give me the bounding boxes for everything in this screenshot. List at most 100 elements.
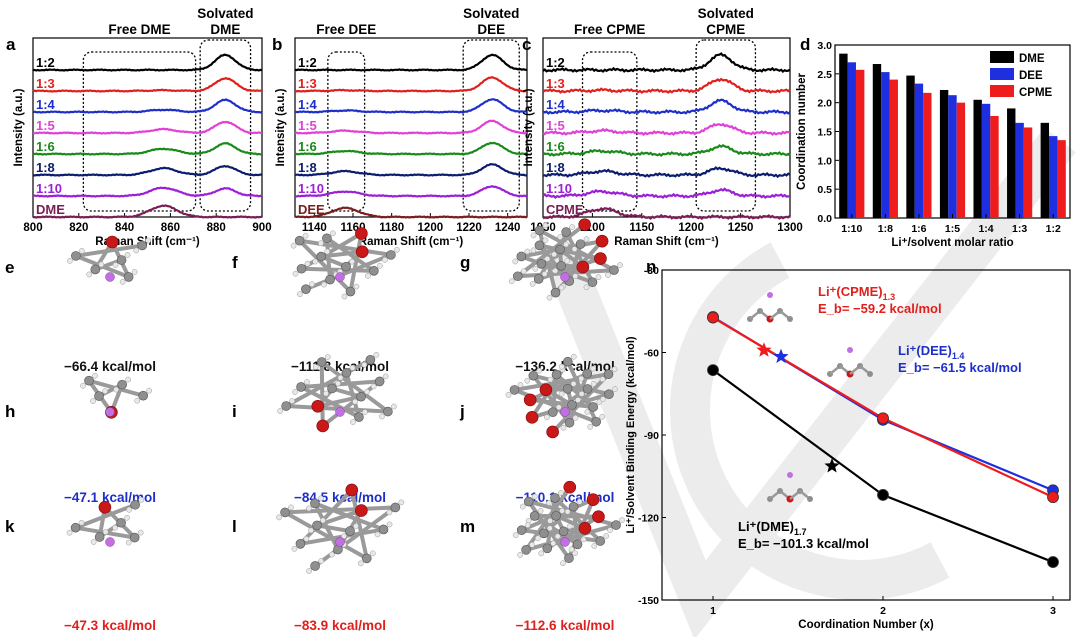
- hydrogen-atom: [277, 408, 283, 414]
- hydrogen-atom: [119, 279, 126, 285]
- hydrogen-atom: [547, 376, 554, 383]
- bar-ytick-label: 0.0: [817, 213, 832, 225]
- carbon-atom: [588, 402, 599, 412]
- molecule-model-e: [67, 235, 152, 285]
- hydrogen-atom: [80, 382, 86, 389]
- carbon-atom: [310, 561, 320, 571]
- carbon-atom: [71, 251, 81, 261]
- bond: [300, 231, 363, 271]
- hydrogen-atom: [532, 265, 539, 272]
- line-annotation-molecule: [747, 292, 793, 323]
- bar-ytick-label: 1.5: [817, 127, 832, 139]
- bond: [299, 238, 392, 257]
- carbon-atom: [296, 263, 307, 274]
- hydrogen-atom: [276, 514, 282, 521]
- hydrogen-atom: [583, 236, 590, 242]
- bar-DEE-1:10: [847, 62, 856, 218]
- hydrogen-atom: [349, 364, 356, 371]
- carbon-atom: [390, 502, 401, 513]
- bond: [298, 239, 352, 293]
- panel-c-trace-label: 1:5: [546, 118, 565, 133]
- hydrogen-atom: [524, 377, 531, 384]
- hydrogen-atom: [398, 499, 405, 506]
- bar-DEE-1:8: [881, 72, 890, 218]
- carbon-atom: [90, 264, 101, 275]
- carbon-atom: [516, 525, 527, 535]
- panel-b-solvated-label-line2: DEE: [477, 22, 505, 37]
- carbon-atom: [595, 536, 606, 546]
- bond: [564, 231, 595, 284]
- carbon-atom: [70, 522, 81, 533]
- panel-b-xlabel: Raman Shift (cm⁻¹): [359, 236, 464, 248]
- hydrogen-atom: [386, 509, 393, 516]
- panel-n-line-chart: n-30 -60 -90 -120 -150 1 2 3 Coordination Number…: [625, 257, 1071, 631]
- hydrogen-atom: [304, 379, 310, 385]
- molecule-model-j: [505, 353, 618, 439]
- bar-xtick-label: 1:4: [978, 223, 993, 235]
- bar-DEE-1:2: [1049, 136, 1058, 218]
- oxygen-atom: [355, 227, 368, 240]
- panel-c-axes-frame: [542, 37, 791, 218]
- bond: [75, 243, 143, 258]
- carbon-atom: [568, 501, 579, 512]
- hydrogen-atom: [560, 560, 566, 567]
- oxygen-atom: [563, 480, 577, 494]
- carbon-atom: [386, 250, 396, 260]
- hydrogen-atom: [546, 294, 553, 301]
- panel-a-free-label: Free DME: [108, 22, 170, 37]
- hydrogen-atom: [90, 398, 96, 404]
- lithium-atom: [560, 272, 570, 282]
- bar-legend-swatch-DME: [990, 51, 1014, 63]
- line-ytick-label: -120: [638, 513, 659, 525]
- hydrogen-atom: [537, 508, 544, 514]
- hydrogen-atom: [591, 543, 598, 549]
- hydrogen-atom: [341, 293, 348, 300]
- hydrogen-atom: [524, 248, 531, 255]
- bar-DEE-1:3: [1015, 122, 1024, 218]
- panel-c-trace-1:6: [542, 143, 791, 157]
- panel-c-trace-1:5: [542, 122, 791, 136]
- panel-b-trace-1:10: [294, 185, 528, 198]
- hydrogen-atom: [558, 390, 565, 397]
- hydrogen-atom: [603, 533, 610, 539]
- carbon-atom: [356, 391, 366, 402]
- panel-c-trace-1:2: [542, 52, 791, 74]
- hydrogen-atom: [619, 517, 625, 523]
- molecule-model-h: [80, 372, 153, 419]
- carbon-atom: [582, 368, 593, 379]
- line-annotation-subscript: 1.4: [952, 351, 965, 361]
- hydrogen-atom: [607, 527, 613, 533]
- hydrogen-atom: [599, 376, 606, 383]
- carbon-atom: [564, 553, 574, 564]
- oxygen-atom: [316, 419, 330, 433]
- hydrogen-atom: [558, 284, 565, 291]
- line-annotation-molecule: [767, 472, 813, 503]
- hydrogen-atom: [558, 490, 564, 496]
- hydrogen-atom: [66, 529, 73, 536]
- hydrogen-atom: [379, 413, 385, 420]
- hydrogen-atom: [304, 260, 311, 267]
- lithium-atom: [335, 272, 345, 282]
- panel-b-xtick-label: 1200: [418, 222, 444, 234]
- bond: [284, 505, 396, 515]
- panel-a-xtick-label: 800: [23, 222, 42, 234]
- line-point-CPME: [1047, 491, 1059, 504]
- panel-c-xtick-label: 1150: [629, 222, 654, 234]
- oxygen-atom: [594, 252, 607, 265]
- bond: [521, 528, 601, 543]
- bar-ytick-label: 0.5: [817, 184, 832, 196]
- hydrogen-atom: [353, 283, 360, 290]
- hydrogen-atom: [67, 258, 73, 264]
- carbon-atom: [117, 379, 127, 390]
- panel-b-trace-label: 1:2: [298, 55, 317, 70]
- hydrogen-atom: [612, 386, 618, 393]
- panel-a-trace-1:5: [33, 120, 263, 135]
- hydrogen-atom: [583, 284, 590, 291]
- hydrogen-atom: [124, 514, 130, 521]
- hydrogen-atom: [524, 522, 531, 529]
- panel-b-xtick-label: 1180: [379, 222, 404, 234]
- bond: [551, 372, 610, 434]
- hydrogen-atom: [578, 391, 585, 397]
- hydrogen-atom: [302, 232, 309, 239]
